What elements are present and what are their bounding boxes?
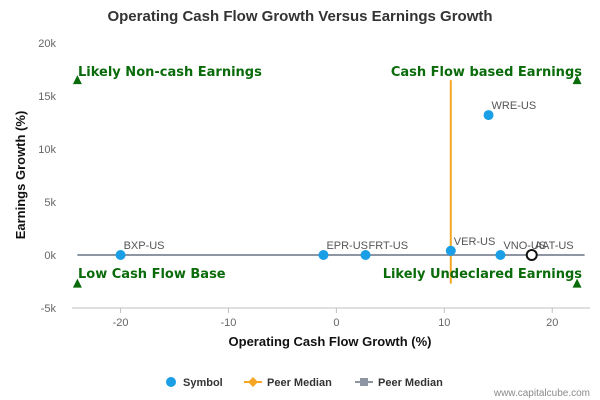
quadrant-label-bottom-left: Low Cash Flow Base	[78, 267, 226, 282]
legend-label-peer-median-vertical: Peer Median	[267, 377, 332, 389]
y-tick-label: -5k	[41, 303, 57, 315]
quadrant-label-bottom-right: Likely Undeclared Earnings	[383, 267, 583, 282]
point-label-epr-us: EPR-US	[326, 240, 368, 252]
chart-title: Operating Cash Flow Growth Versus Earnin…	[107, 8, 492, 25]
quadrant-marker-top-right-icon	[572, 75, 582, 85]
point-label-bxp-us: BXP-US	[124, 240, 165, 252]
x-axis-title: Operating Cash Flow Growth (%)	[229, 334, 432, 349]
legend-label-peer-median-horizontal: Peer Median	[378, 377, 443, 389]
y-tick-label: 5k	[44, 197, 56, 209]
x-tick-label: 0	[333, 317, 339, 329]
legend-gray-square	[360, 378, 368, 386]
y-tick-label: 10k	[38, 144, 56, 156]
y-tick-label: 20k	[38, 38, 56, 50]
point-label-aat-us: AAT-US	[535, 240, 574, 252]
legend-item-peer-median-horizontal[interactable]: Peer Median	[355, 377, 443, 389]
legend-item-symbol[interactable]: Symbol	[166, 377, 223, 389]
point-ver-us	[445, 245, 456, 256]
data-points	[115, 110, 538, 261]
point-vno-us	[495, 250, 506, 260]
point-label-ver-us: VER-US	[454, 236, 496, 248]
point-label-vno-us: VNO-US	[503, 240, 546, 252]
quadrant-label-top-left: Likely Non-cash Earnings	[78, 65, 262, 80]
y-tick-label: 0k	[44, 250, 56, 262]
credit-text: www.capitalcube.com	[493, 388, 590, 399]
point-bxp-us	[115, 250, 126, 260]
point-frt-us	[360, 250, 371, 260]
legend-label-symbol: Symbol	[183, 377, 223, 389]
quadrant-label-top-right: Cash Flow based Earnings	[391, 65, 582, 80]
quadrant-markers	[72, 75, 582, 288]
point-aat-us-highlight	[525, 249, 538, 261]
x-tick-label: 10	[438, 317, 450, 329]
quadrant-marker-bottom-right-icon	[572, 278, 582, 288]
legend: Symbol Peer Median Peer Median	[166, 377, 443, 389]
x-ticks: -20 -10 0 10 20	[113, 308, 558, 329]
x-tick-label: 20	[546, 317, 558, 329]
y-axis-title: Earnings Growth (%)	[13, 111, 28, 240]
legend-item-peer-median-vertical[interactable]: Peer Median	[244, 377, 332, 389]
legend-symbol-dot	[166, 377, 176, 387]
x-tick-label: -20	[113, 317, 129, 329]
quadrant-marker-top-left-icon	[72, 75, 82, 85]
point-epr-us	[318, 250, 329, 260]
x-tick-label: -10	[221, 317, 237, 329]
point-label-frt-us: FRT-US	[369, 240, 409, 252]
y-ticks: 20k 15k 10k 5k 0k -5k	[38, 38, 56, 315]
point-label-wre-us: WRE-US	[492, 100, 537, 112]
y-tick-label: 15k	[38, 91, 56, 103]
legend-orange-diamond	[248, 377, 258, 387]
quadrant-marker-bottom-left-icon	[72, 278, 82, 288]
point-labels: BXP-US EPR-US FRT-US VER-US VNO-US WRE-US AAT-…	[124, 100, 574, 252]
point-wre-us	[483, 110, 494, 121]
